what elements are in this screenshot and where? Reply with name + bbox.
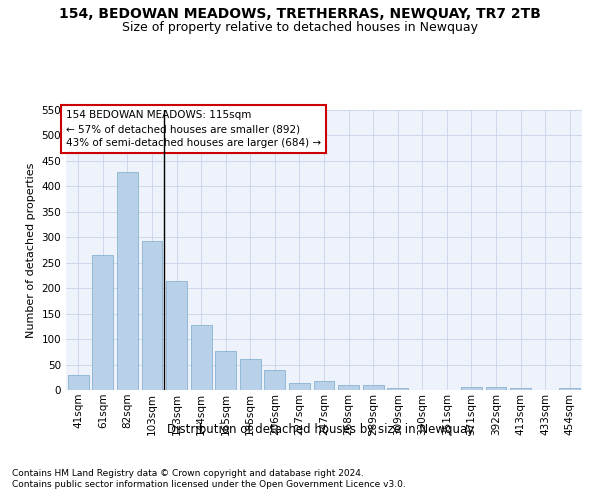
Text: Contains public sector information licensed under the Open Government Licence v3: Contains public sector information licen… bbox=[12, 480, 406, 489]
Bar bbox=[559, 388, 580, 390]
Bar bbox=[510, 388, 531, 390]
Text: Distribution of detached houses by size in Newquay: Distribution of detached houses by size … bbox=[167, 422, 475, 436]
Bar bbox=[142, 242, 163, 390]
Bar bbox=[117, 172, 138, 390]
Bar bbox=[387, 388, 408, 390]
Text: 154 BEDOWAN MEADOWS: 115sqm
← 57% of detached houses are smaller (892)
43% of se: 154 BEDOWAN MEADOWS: 115sqm ← 57% of det… bbox=[66, 110, 321, 148]
Bar bbox=[338, 385, 359, 390]
Bar bbox=[240, 359, 261, 390]
Text: 154, BEDOWAN MEADOWS, TRETHERRAS, NEWQUAY, TR7 2TB: 154, BEDOWAN MEADOWS, TRETHERRAS, NEWQUA… bbox=[59, 8, 541, 22]
Text: Contains HM Land Registry data © Crown copyright and database right 2024.: Contains HM Land Registry data © Crown c… bbox=[12, 468, 364, 477]
Y-axis label: Number of detached properties: Number of detached properties bbox=[26, 162, 36, 338]
Bar bbox=[314, 382, 334, 390]
Bar bbox=[461, 388, 482, 390]
Bar bbox=[215, 352, 236, 390]
Bar bbox=[485, 388, 506, 390]
Bar bbox=[265, 370, 286, 390]
Bar bbox=[191, 325, 212, 390]
Bar bbox=[362, 385, 383, 390]
Text: Size of property relative to detached houses in Newquay: Size of property relative to detached ho… bbox=[122, 21, 478, 34]
Bar bbox=[166, 280, 187, 390]
Bar bbox=[289, 383, 310, 390]
Bar bbox=[68, 374, 89, 390]
Bar bbox=[92, 255, 113, 390]
